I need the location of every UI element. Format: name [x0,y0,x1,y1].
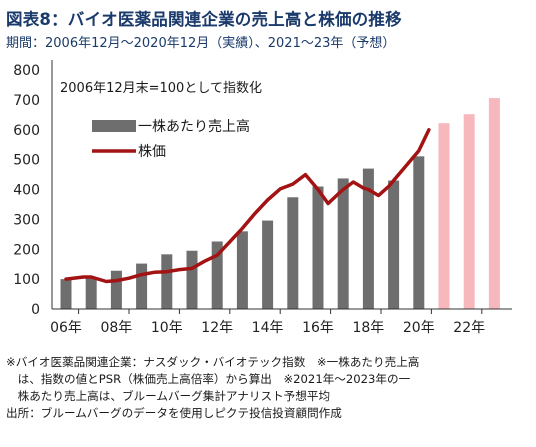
y-tick-label: 400 [13,183,40,199]
x-tick-label: 10年 [151,320,183,336]
y-tick-label: 500 [13,153,40,169]
line-series [64,128,431,284]
sales-per-share-bar [287,197,299,309]
sales-per-share-bar [337,178,349,309]
stock-price-line [64,128,431,284]
footnote-line: ※バイオ医薬品関連企業：ナスダック・バイオテック指数 ※一株あたり売上高 [6,355,420,369]
x-tick-label: 06年 [50,320,82,336]
forecast-bar [463,114,475,309]
footnote-line: 出所：ブルームバーグのデータを使用しピクテ投信投資顧問作成 [6,406,342,420]
x-axis-ticks: 06年 08年 10年 12年 14年 16年 18年 20年 22年 [50,320,485,336]
sales-per-share-bar [136,263,148,309]
x-tick-label: 08年 [100,320,132,336]
sales-per-share-bar [413,156,425,309]
y-tick-label: 800 [13,63,40,79]
y-tick-label: 100 [13,272,40,288]
x-tick-label: 16年 [302,320,334,336]
x-tick-label: 12年 [201,320,233,336]
axes [51,60,512,314]
index-annotation: 2006年12月末=100として指数化 [60,81,262,96]
sales-per-share-bar [110,270,122,309]
bar-series [60,98,500,310]
y-tick-label: 700 [13,93,40,109]
y-tick-label: 600 [13,123,40,139]
sales-per-share-bar [85,277,97,309]
x-tick-label: 14年 [252,320,284,336]
sales-per-share-bar [60,279,72,309]
legend-bar-swatch [92,120,136,132]
legend-label-sales: 一株あたり売上高 [138,118,250,135]
chart-subtitle: 期間：2006年12月～2020年12月（実績）、2021～23年（予想） [6,36,396,51]
y-tick-label: 300 [13,212,40,228]
footnote-line: 株あたり売上高は、ブルームバーグ集計アナリスト予想平均 [6,389,331,403]
sales-per-share-bar [236,231,248,309]
y-tick-label: 0 [31,302,40,318]
sales-per-share-bar [211,241,223,309]
footnote-line: は、指数の値とPSR（株価売上高倍率）から算出 ※2021年～2023年の一 [6,372,411,386]
sales-per-share-bar [312,186,324,309]
sales-per-share-bar [161,254,173,309]
x-tick-label: 20年 [403,320,435,336]
footnotes: ※バイオ医薬品関連企業：ナスダック・バイオテック指数 ※一株あたり売上高 は、指… [6,354,532,422]
forecast-bar [438,123,450,310]
sales-per-share-bar [388,180,400,309]
x-tick-label: 22年 [453,320,485,336]
forecast-bar [488,98,500,310]
bar-line-chart: 0 100 200 300 400 500 600 700 800 06年 08年 10年 12年 14… [13,60,512,336]
chart-title: 図表8：バイオ医薬品関連企業の売上高と株価の推移 [6,10,402,29]
sales-per-share-bar [186,250,198,309]
sales-per-share-bar [262,220,274,309]
y-axis-ticks: 0 100 200 300 400 500 600 700 800 [13,63,40,318]
sales-per-share-bar [362,168,374,309]
y-tick-label: 200 [13,242,40,258]
legend-label-price: 株価 [138,144,166,160]
x-tick-label: 18年 [352,320,384,336]
